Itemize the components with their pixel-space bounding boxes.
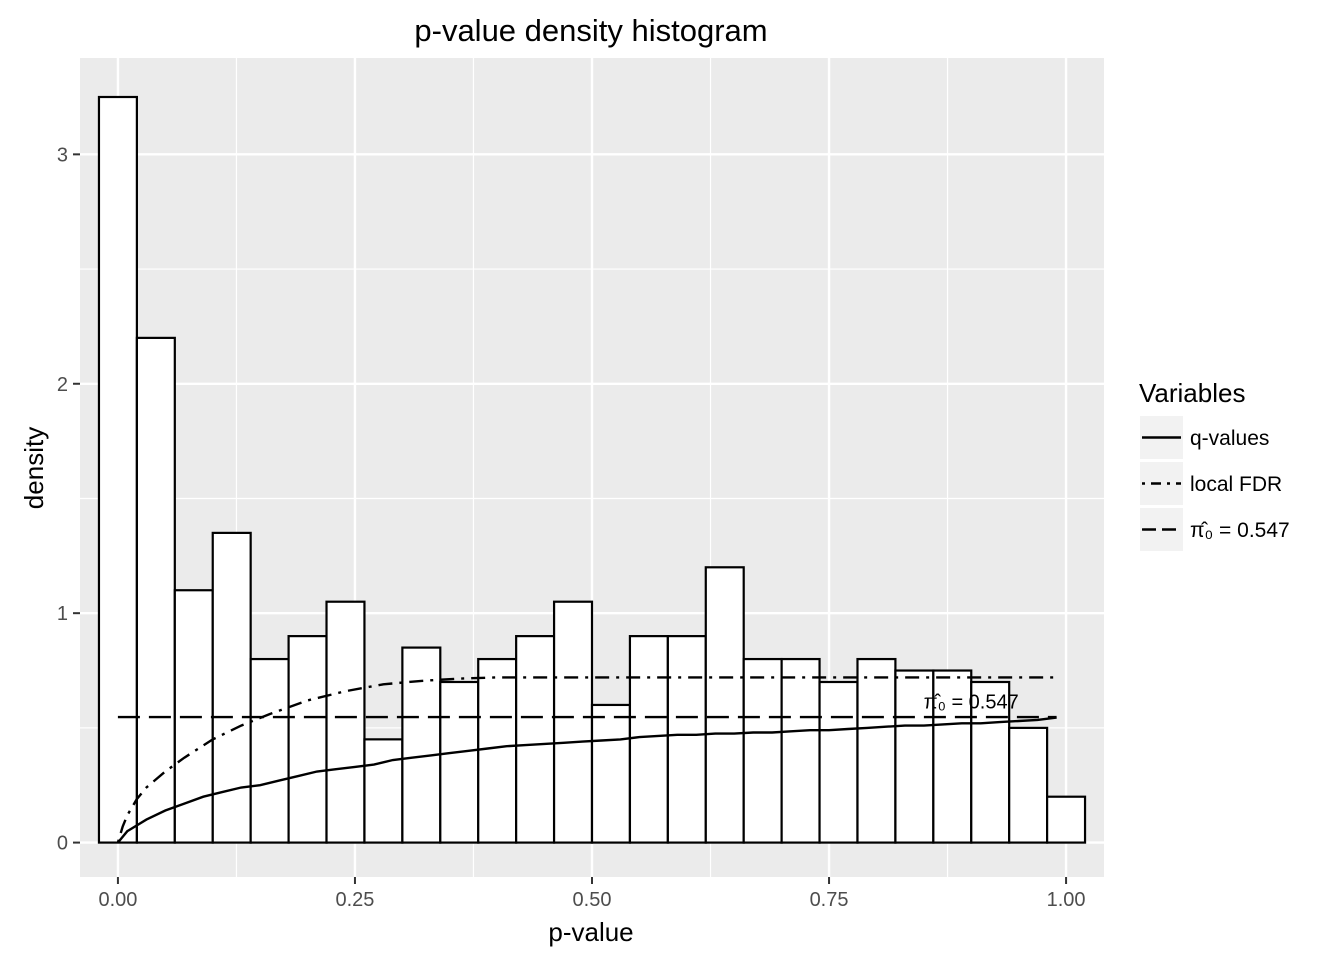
legend-key-background [1140, 462, 1183, 505]
y-tick-label: 2 [57, 374, 68, 396]
histogram-bar [515, 635, 556, 844]
y-tick-label: 0 [57, 833, 68, 855]
legend-title: Variables [1139, 378, 1245, 408]
y-tick-label: 1 [57, 603, 68, 625]
histogram-bar [363, 738, 404, 844]
x-tick-label: 0.50 [573, 889, 612, 911]
histogram-bar [1046, 795, 1087, 844]
histogram-bar [818, 680, 859, 844]
histogram-bar [135, 336, 176, 844]
histogram-bar [932, 669, 973, 844]
x-tick-label: 0.75 [810, 889, 849, 911]
pi0-annotation: π̂₀ = 0.547 [924, 691, 1019, 713]
histogram-bar [439, 680, 480, 844]
histogram-bar [325, 600, 366, 844]
histogram-bar [970, 680, 1011, 844]
x-tick-label: 0.00 [98, 889, 137, 911]
series-line-solid [116, 716, 1057, 844]
histogram-bar [780, 657, 821, 844]
histogram-bar [477, 657, 518, 844]
histogram-bar [704, 566, 745, 844]
histogram-bar [401, 646, 442, 844]
histogram-bar [552, 600, 594, 844]
x-tick-label: 1.00 [1047, 889, 1086, 911]
y-axis-label: density [19, 427, 49, 509]
series-lines [116, 676, 1057, 844]
chart-title: p-value density histogram [414, 13, 767, 48]
histogram-bar [1008, 726, 1049, 844]
annotations: π̂₀ = 0.547 [924, 691, 1019, 713]
histogram-bar [628, 635, 669, 844]
histogram-bar [666, 635, 707, 844]
y-tick-label: 3 [57, 144, 68, 166]
x-tick-label: 0.25 [335, 889, 374, 911]
histogram-bar [97, 95, 138, 844]
histogram-bar [287, 635, 328, 844]
legend-label: π̂₀ = 0.547 [1190, 519, 1290, 542]
legend: Variables q-values local FDR π̂₀ = 0.547 [1139, 378, 1290, 551]
legend-label: local FDR [1190, 473, 1282, 496]
x-axis: 0.00 0.25 0.50 0.75 1.00 [98, 877, 1086, 911]
histogram-bar [742, 657, 783, 844]
x-axis-label: p-value [548, 917, 633, 947]
series-line-dotdash [116, 676, 1057, 843]
y-axis: 0 1 2 3 [57, 144, 80, 855]
histogram-bar [249, 657, 290, 844]
legend-label: q-values [1190, 427, 1269, 450]
histogram-bar [856, 657, 897, 844]
histogram-bar [211, 531, 252, 844]
histogram-bar [590, 703, 632, 844]
histogram-bars [97, 95, 1087, 844]
